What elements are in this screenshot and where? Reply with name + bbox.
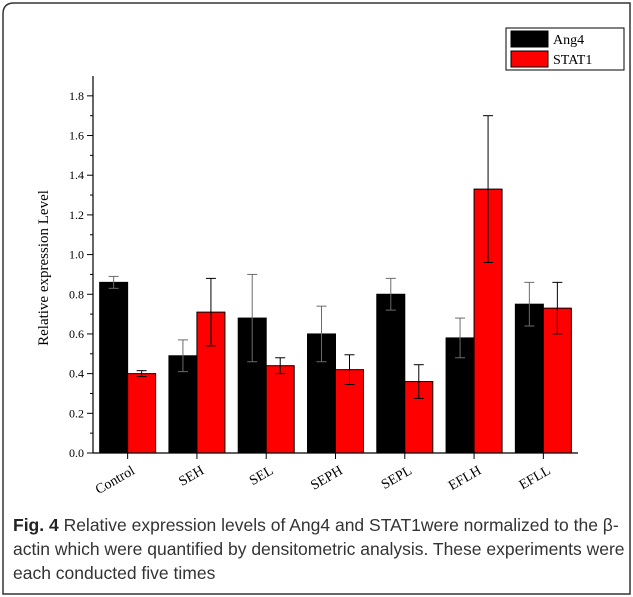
y-tick-label: 0.4 — [69, 367, 84, 381]
y-tick-label: 1.4 — [69, 168, 84, 182]
x-tick-label-sepl: SEPL — [379, 463, 415, 492]
error-bar-ang4-efll — [524, 281, 535, 327]
x-tick-label-control: Control — [93, 463, 138, 497]
y-tick-labels: 0.0 0.2 0.4 0.6 0.8 1.0 1.2 1.4 1.6 1.8 — [69, 89, 84, 460]
error-bar-ang4-seh — [177, 339, 188, 373]
error-bar-stat1-seh — [205, 277, 216, 347]
error-bar-stat1-sepl — [413, 364, 424, 399]
bar-ang4-sepl — [376, 293, 406, 454]
bar-stat1-control — [127, 373, 157, 454]
x-tick-label-sel: SEL — [247, 463, 276, 488]
x-tick-label-seph: SEPH — [308, 463, 345, 493]
bar-ang4-control — [99, 281, 129, 454]
caption-text: Relative expression levels of Ang4 and S… — [13, 515, 625, 583]
error-bar-stat1-sel — [275, 357, 286, 375]
y-tick-label: 1.6 — [69, 129, 84, 143]
x-tick-labels: Control SEH SEL SEPH SEPL EFLH EFLL — [93, 463, 553, 497]
error-bar-ang4-sepl — [385, 277, 396, 311]
error-bar-ang4-eflh — [455, 317, 466, 359]
y-tick-label: 0.6 — [69, 327, 84, 341]
bars-layer — [99, 188, 572, 454]
x-tick-label-efll: EFLL — [517, 463, 553, 493]
x-tick-label-seh: SEH — [177, 463, 207, 489]
legend-label-stat1: STAT1 — [553, 53, 592, 68]
error-bar-ang4-control — [108, 275, 119, 289]
y-tick-label: 1.0 — [69, 248, 84, 262]
y-tick-label: 0.2 — [69, 406, 84, 420]
error-bar-ang4-sel — [247, 273, 258, 363]
bar-stat1-sel — [265, 365, 295, 454]
error-bar-ang4-seph — [316, 305, 327, 363]
legend-swatch-ang4 — [510, 30, 549, 48]
figure-caption: Fig. 4 Relative expression levels of Ang… — [13, 513, 625, 585]
legend-label-ang4: Ang4 — [553, 33, 584, 48]
error-bar-stat1-seph — [344, 354, 355, 386]
error-bars-layer — [108, 115, 563, 399]
y-tick-label: 0.0 — [69, 446, 84, 460]
error-bar-stat1-control — [136, 370, 147, 378]
figure-label: Fig. 4 — [13, 515, 59, 535]
error-bar-stat1-eflh — [483, 115, 494, 264]
x-tick-label-eflh: EFLH — [446, 463, 484, 493]
axes-layer — [87, 76, 578, 459]
y-tick-label: 0.8 — [69, 287, 84, 301]
y-tick-label: 1.8 — [69, 89, 84, 103]
error-bar-stat1-efll — [552, 281, 563, 335]
legend-swatch-stat1 — [510, 50, 549, 68]
y-axis-label: Relative expression Level — [36, 190, 52, 346]
bar-chart: 0.0 0.2 0.4 0.6 0.8 1.0 1.2 1.4 1.6 1.8 Control SE… — [36, 27, 625, 498]
y-tick-label: 1.2 — [69, 208, 84, 222]
legend: Ang4 STAT1 — [505, 27, 625, 71]
